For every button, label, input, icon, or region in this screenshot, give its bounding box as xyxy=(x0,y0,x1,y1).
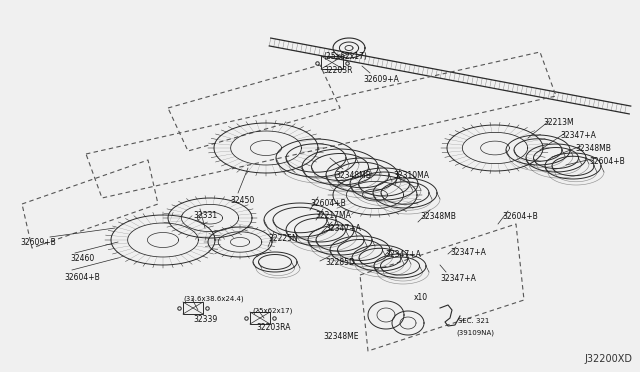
Text: 32339: 32339 xyxy=(193,315,217,324)
Text: 32347+A: 32347+A xyxy=(560,131,596,140)
Text: 32331: 32331 xyxy=(193,211,217,220)
Text: 32604+B: 32604+B xyxy=(502,212,538,221)
Text: 32285D: 32285D xyxy=(325,258,355,267)
Text: 32203RA: 32203RA xyxy=(256,323,291,332)
Text: 32213M: 32213M xyxy=(543,118,573,127)
Text: 32348MB: 32348MB xyxy=(335,171,371,180)
Text: SEC. 321: SEC. 321 xyxy=(458,318,490,324)
Text: 32604+B: 32604+B xyxy=(589,157,625,166)
Text: x10: x10 xyxy=(414,293,428,302)
Text: 32348ME: 32348ME xyxy=(323,332,358,341)
Text: 32347+A: 32347+A xyxy=(385,250,421,259)
Text: (39109NA): (39109NA) xyxy=(456,330,494,337)
Text: 32347+A: 32347+A xyxy=(450,248,486,257)
Text: J32200XD: J32200XD xyxy=(584,354,632,364)
Text: 32609+B: 32609+B xyxy=(20,238,56,247)
Text: 32348MB: 32348MB xyxy=(420,212,456,221)
Text: 32203R: 32203R xyxy=(323,66,353,75)
Text: 32347+A: 32347+A xyxy=(440,274,476,283)
Text: 32348MB: 32348MB xyxy=(575,144,611,153)
Text: 32217MA: 32217MA xyxy=(315,211,351,220)
Text: 32347+A: 32347+A xyxy=(325,224,361,233)
Text: 32225N: 32225N xyxy=(268,234,298,243)
Text: 32460: 32460 xyxy=(70,254,94,263)
Text: 32604+B: 32604+B xyxy=(64,273,100,282)
Text: 32604+B: 32604+B xyxy=(310,199,346,208)
Text: 32609+A: 32609+A xyxy=(363,75,399,84)
Text: 32310MA: 32310MA xyxy=(393,171,429,180)
Text: (25x62x17): (25x62x17) xyxy=(323,52,367,61)
Bar xyxy=(321,56,343,69)
Bar xyxy=(250,312,270,324)
Text: 32450: 32450 xyxy=(230,196,254,205)
Text: (25x62x17): (25x62x17) xyxy=(252,308,292,314)
Bar xyxy=(183,302,203,314)
Text: (33.6x38.6x24.4): (33.6x38.6x24.4) xyxy=(183,296,244,302)
